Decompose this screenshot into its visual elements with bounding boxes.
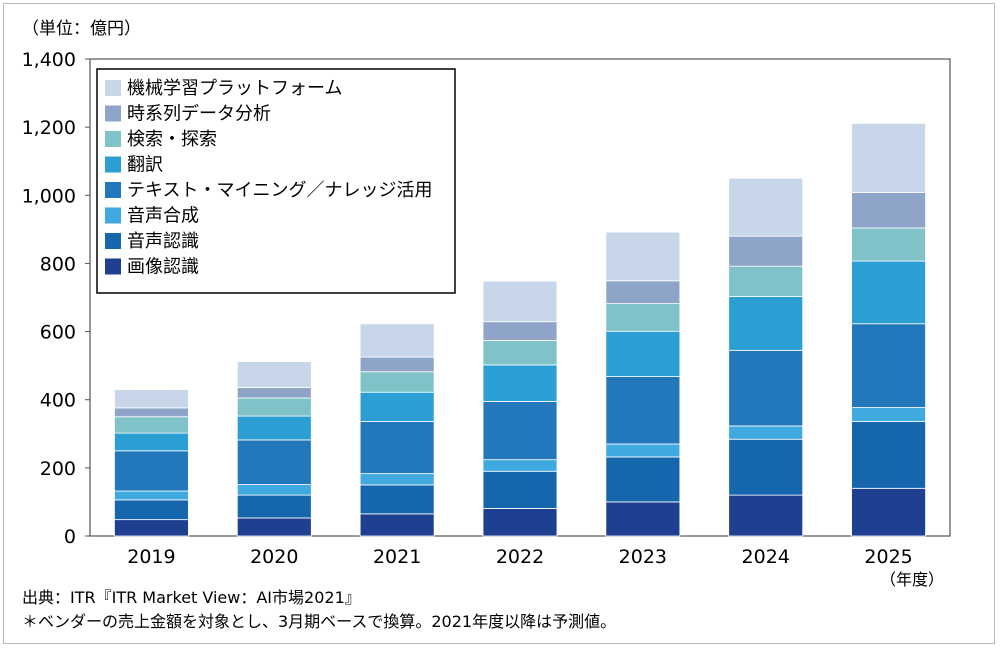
bar-segment — [851, 487, 926, 537]
x-axis-unit-label: （年度） — [880, 570, 945, 589]
bar-segment — [236, 517, 312, 537]
legend-swatch — [105, 182, 121, 198]
bar-segment — [236, 439, 312, 485]
legend-swatch — [105, 233, 121, 249]
bar-segment — [482, 340, 558, 366]
bar-segment — [359, 371, 435, 393]
legend-swatch — [105, 258, 121, 275]
bar-segment — [114, 416, 189, 434]
bar-segment — [605, 501, 681, 537]
bar-segment — [114, 450, 189, 492]
legend-swatch — [105, 156, 121, 173]
source-note: 出典：ITR『ITR Market View：AI市場2021』 — [22, 588, 361, 607]
bar-segment — [605, 376, 681, 445]
bar-segment — [728, 265, 804, 297]
bar-segment — [482, 508, 558, 537]
y-tick-label: 1,000 — [22, 185, 76, 207]
legend-label: 機械学習プラットフォーム — [127, 78, 342, 99]
bar-segment — [728, 494, 804, 537]
bar-segment — [114, 499, 189, 521]
legend: 機械学習プラットフォーム時系列データ分析検索・探索翻訳テキスト・マイニング／ナレ… — [96, 68, 456, 294]
bar-segment — [114, 389, 189, 409]
bar-segment — [851, 260, 926, 325]
bar-segment — [236, 361, 312, 388]
y-tick-label: 200 — [40, 458, 76, 480]
x-tick-label: 2024 — [742, 546, 790, 568]
bar-segment — [728, 177, 804, 237]
unit-label: （単位：億円） — [22, 19, 141, 39]
legend-swatch — [105, 131, 121, 147]
bar-segment — [236, 387, 312, 399]
bar-segment — [359, 323, 435, 358]
bar-segment — [359, 484, 435, 515]
y-tick-label: 1,200 — [22, 117, 76, 139]
y-tick-label: 400 — [40, 390, 76, 412]
bar-segment — [114, 519, 189, 537]
bar-segment — [851, 407, 926, 422]
bar-segment — [851, 421, 926, 489]
legend-label: 画像認識 — [127, 257, 199, 278]
y-tick-label: 600 — [40, 322, 76, 344]
bar-segment — [236, 397, 312, 417]
x-tick-label: 2023 — [619, 546, 667, 568]
bar-segment — [482, 470, 558, 509]
bar-segment — [236, 484, 312, 496]
legend-swatch — [105, 105, 121, 122]
bar-segment — [482, 364, 558, 402]
y-tick-label: 0 — [64, 526, 76, 548]
bar-segment — [236, 415, 312, 441]
bar-segment — [605, 280, 681, 305]
bar-segment — [851, 122, 926, 193]
bars — [114, 122, 926, 537]
bar-segment — [851, 323, 926, 408]
y-tick-label: 800 — [40, 253, 76, 275]
y-tick-label: 1,400 — [22, 49, 76, 71]
footnote: ＊ベンダーの売上金額を対象とし、3月期ベースで換算。2021年度以降は予測値。 — [22, 612, 617, 631]
bar-segment — [728, 438, 804, 496]
legend-box — [96, 68, 456, 294]
legend-swatch — [105, 207, 121, 224]
bar-segment — [359, 473, 435, 486]
bar-segment — [359, 356, 435, 373]
bar-segment — [114, 407, 189, 418]
bar-segment — [482, 280, 558, 323]
bar-segment — [605, 231, 681, 282]
legend-label: 音声認識 — [127, 231, 199, 252]
x-tick-label: 2020 — [250, 546, 298, 568]
bar-segment — [728, 349, 804, 427]
x-axis-ticks: 2019 2020 2021 2022 2023 2024 2025 — [127, 546, 913, 568]
bar-segment — [605, 303, 681, 332]
bar-segment — [728, 235, 804, 267]
bar-segment — [359, 421, 435, 475]
bar-segment — [482, 459, 558, 472]
bar-segment — [605, 330, 681, 377]
x-tick-label: 2022 — [496, 546, 544, 568]
bar-segment — [482, 321, 558, 341]
y-axis-ticks: 0 200 400 600 800 1,000 1,200 1,400 — [22, 49, 90, 548]
legend-label: 翻訳 — [127, 155, 163, 176]
legend-label: テキスト・マイニング／ナレッジ活用 — [127, 180, 432, 201]
bar-segment — [851, 227, 926, 262]
bar-segment — [728, 296, 804, 351]
bar-segment — [359, 391, 435, 422]
x-tick-label: 2019 — [127, 546, 175, 568]
bar-segment — [851, 192, 926, 229]
bar-segment — [728, 425, 804, 440]
bar-segment — [114, 432, 189, 452]
bar-segment — [359, 513, 435, 537]
legend-label: 検索・探索 — [127, 129, 217, 150]
chart-frame — [3, 3, 995, 644]
legend-label: 時系列データ分析 — [127, 104, 271, 125]
bar-segment — [482, 401, 558, 461]
x-tick-label: 2025 — [864, 546, 912, 568]
bar-segment — [605, 443, 681, 458]
bar-segment — [605, 456, 681, 503]
bar-segment — [236, 494, 312, 519]
bar-segment — [114, 490, 189, 501]
x-tick-label: 2021 — [373, 546, 421, 568]
legend-swatch — [105, 80, 121, 96]
legend-label: 音声合成 — [127, 206, 199, 227]
